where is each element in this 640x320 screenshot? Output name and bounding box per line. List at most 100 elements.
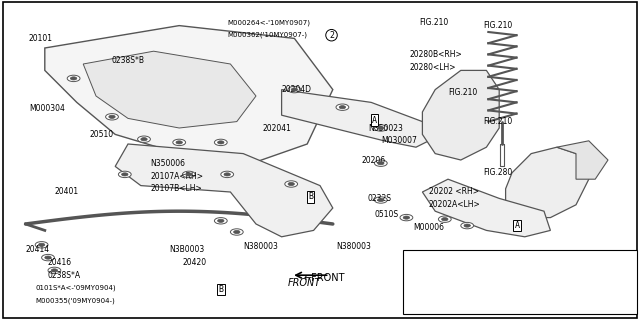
Circle shape: [186, 173, 192, 176]
Text: A: A: [372, 116, 377, 124]
Circle shape: [442, 218, 448, 221]
Circle shape: [176, 141, 182, 144]
Text: 0510S: 0510S: [374, 210, 399, 219]
Polygon shape: [45, 26, 333, 166]
Text: 0238S*B: 0238S*B: [112, 56, 145, 65]
Text: 20202 <RH>: 20202 <RH>: [429, 188, 479, 196]
Polygon shape: [422, 70, 499, 160]
Circle shape: [218, 141, 224, 144]
Text: 0101S*B: 0101S*B: [448, 260, 481, 268]
Circle shape: [378, 126, 384, 130]
Text: 20101: 20101: [29, 34, 52, 43]
Text: FIG.210: FIG.210: [448, 88, 477, 97]
Text: 0101S*A<-'09MY0904): 0101S*A<-'09MY0904): [35, 285, 116, 291]
Text: A200001135: A200001135: [588, 301, 634, 310]
Circle shape: [45, 256, 51, 259]
Text: 2: 2: [426, 280, 431, 289]
Text: 20416: 20416: [48, 258, 72, 267]
Circle shape: [122, 173, 128, 176]
Text: 20107B<LH>: 20107B<LH>: [150, 184, 202, 193]
Text: M00006: M00006: [413, 223, 444, 232]
Circle shape: [400, 214, 413, 221]
Polygon shape: [557, 141, 608, 179]
Circle shape: [214, 139, 227, 146]
Circle shape: [173, 139, 186, 146]
Text: 1: 1: [426, 260, 431, 268]
Text: M370009('10MY0911-): M370009('10MY0911-): [448, 285, 524, 291]
Text: N380003: N380003: [336, 242, 371, 251]
Text: FRONT: FRONT: [287, 278, 321, 288]
Circle shape: [70, 77, 77, 80]
Circle shape: [378, 162, 384, 165]
Text: 20107A<RH>: 20107A<RH>: [150, 172, 204, 180]
Polygon shape: [282, 90, 435, 147]
Circle shape: [35, 242, 48, 248]
Text: 20280<LH>: 20280<LH>: [410, 63, 456, 72]
Circle shape: [378, 198, 384, 202]
Circle shape: [230, 229, 243, 235]
Text: M000264<-'10MY0907): M000264<-'10MY0907): [227, 19, 310, 26]
Text: M000362('10MY0907-): M000362('10MY0907-): [227, 32, 307, 38]
Circle shape: [288, 86, 301, 93]
Text: 20510: 20510: [90, 130, 114, 139]
Text: 202041: 202041: [262, 124, 291, 132]
Circle shape: [285, 181, 298, 187]
Circle shape: [403, 216, 410, 219]
Circle shape: [218, 219, 224, 222]
Circle shape: [438, 216, 451, 222]
Circle shape: [48, 267, 61, 274]
Circle shape: [109, 115, 115, 118]
Text: 0238S*A: 0238S*A: [48, 271, 81, 280]
Circle shape: [182, 171, 195, 178]
Text: M030007: M030007: [381, 136, 417, 145]
Text: 20206: 20206: [362, 156, 386, 164]
Text: N350023: N350023: [368, 124, 403, 132]
Circle shape: [374, 197, 387, 203]
Text: ←FRONT: ←FRONT: [304, 273, 346, 284]
Circle shape: [214, 218, 227, 224]
Text: FIG.210: FIG.210: [419, 18, 449, 27]
Text: 20204D: 20204D: [282, 85, 312, 94]
Text: B: B: [308, 192, 313, 201]
Circle shape: [234, 230, 240, 234]
Text: B: B: [218, 285, 223, 294]
Circle shape: [374, 125, 387, 131]
Polygon shape: [115, 144, 333, 237]
Polygon shape: [506, 147, 589, 218]
Circle shape: [67, 75, 80, 82]
Circle shape: [38, 243, 45, 246]
Circle shape: [51, 269, 58, 272]
Text: FIG.210: FIG.210: [483, 21, 513, 30]
Text: FIG.210: FIG.210: [483, 117, 513, 126]
Text: M000355('09MY0904-): M000355('09MY0904-): [35, 298, 115, 304]
Circle shape: [336, 104, 349, 110]
Text: 20414: 20414: [26, 245, 50, 254]
Text: M370005(-'10MY0911): M370005(-'10MY0911): [448, 278, 524, 285]
Circle shape: [141, 138, 147, 141]
Circle shape: [118, 171, 131, 178]
Text: 20420: 20420: [182, 258, 207, 267]
Text: N3B0003: N3B0003: [170, 245, 205, 254]
Circle shape: [374, 160, 387, 166]
Polygon shape: [422, 179, 550, 237]
Text: FIG.280: FIG.280: [483, 168, 513, 177]
Text: M000304: M000304: [29, 104, 65, 113]
Text: 20280B<RH>: 20280B<RH>: [410, 50, 462, 59]
Circle shape: [291, 88, 298, 91]
Polygon shape: [83, 51, 256, 128]
Circle shape: [42, 254, 54, 261]
Circle shape: [461, 222, 474, 229]
Text: N350006: N350006: [150, 159, 186, 168]
Circle shape: [464, 224, 470, 227]
Circle shape: [221, 171, 234, 178]
Text: 2: 2: [329, 31, 334, 40]
Text: 20202A<LH>: 20202A<LH>: [429, 200, 481, 209]
FancyBboxPatch shape: [403, 250, 637, 314]
Circle shape: [288, 182, 294, 186]
Text: 20401: 20401: [54, 188, 79, 196]
Text: N380003: N380003: [243, 242, 278, 251]
Circle shape: [138, 136, 150, 142]
Circle shape: [224, 173, 230, 176]
Text: 0232S: 0232S: [368, 194, 392, 203]
Circle shape: [106, 114, 118, 120]
